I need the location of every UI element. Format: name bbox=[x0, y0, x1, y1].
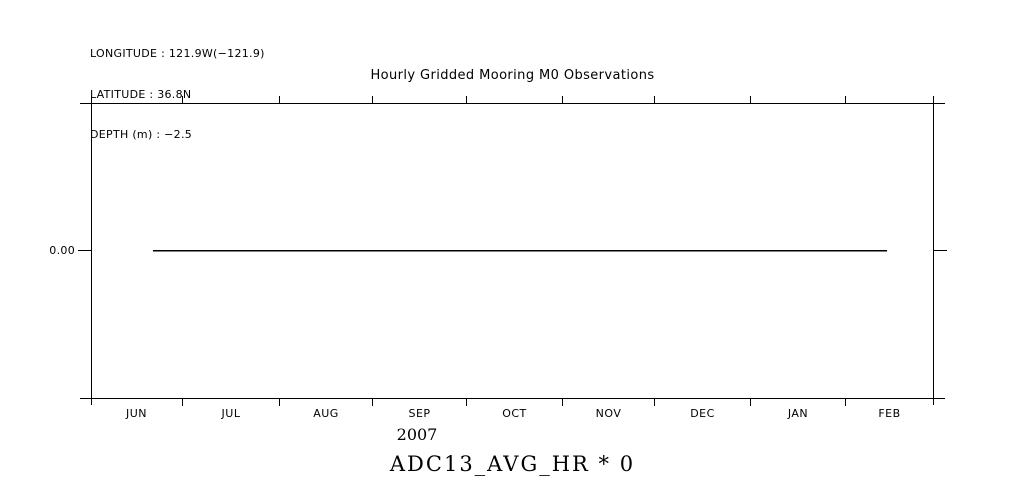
latitude-label: LATITUDE : 36.8N bbox=[90, 87, 192, 101]
x-axis-top-ticks bbox=[182, 96, 846, 104]
variable-label: ADC13_AVG_HR * 0 bbox=[389, 452, 636, 476]
x-tick-label-jun: JUN bbox=[125, 407, 148, 420]
x-tick-label-oct: OCT bbox=[502, 407, 527, 420]
x-tick-label-sep: SEP bbox=[408, 407, 431, 420]
y-tick-label-zero: 0.00 bbox=[49, 244, 75, 257]
x-tick-label-nov: NOV bbox=[595, 407, 622, 420]
depth-label: DEPTH (m) : −2.5 bbox=[90, 128, 193, 141]
x-axis-year-label: 2007 bbox=[396, 425, 438, 444]
station-metadata: LONGITUDE : 121.9W(−121.9) LATITUDE : 36… bbox=[90, 20, 265, 169]
x-tick-label-jul: JUL bbox=[221, 407, 241, 420]
axis-frame bbox=[80, 96, 945, 405]
x-tick-label-aug: AUG bbox=[313, 407, 339, 420]
x-tick-label-jan: JAN bbox=[787, 407, 809, 420]
x-axis-bottom-ticks bbox=[182, 398, 846, 406]
longitude-label: LONGITUDE : 121.9W(−121.9) bbox=[90, 47, 265, 60]
chart-title: Hourly Gridded Mooring M0 Observations bbox=[370, 68, 655, 83]
x-tick-label-dec: DEC bbox=[690, 407, 715, 420]
x-tick-label-feb: FEB bbox=[878, 407, 901, 420]
